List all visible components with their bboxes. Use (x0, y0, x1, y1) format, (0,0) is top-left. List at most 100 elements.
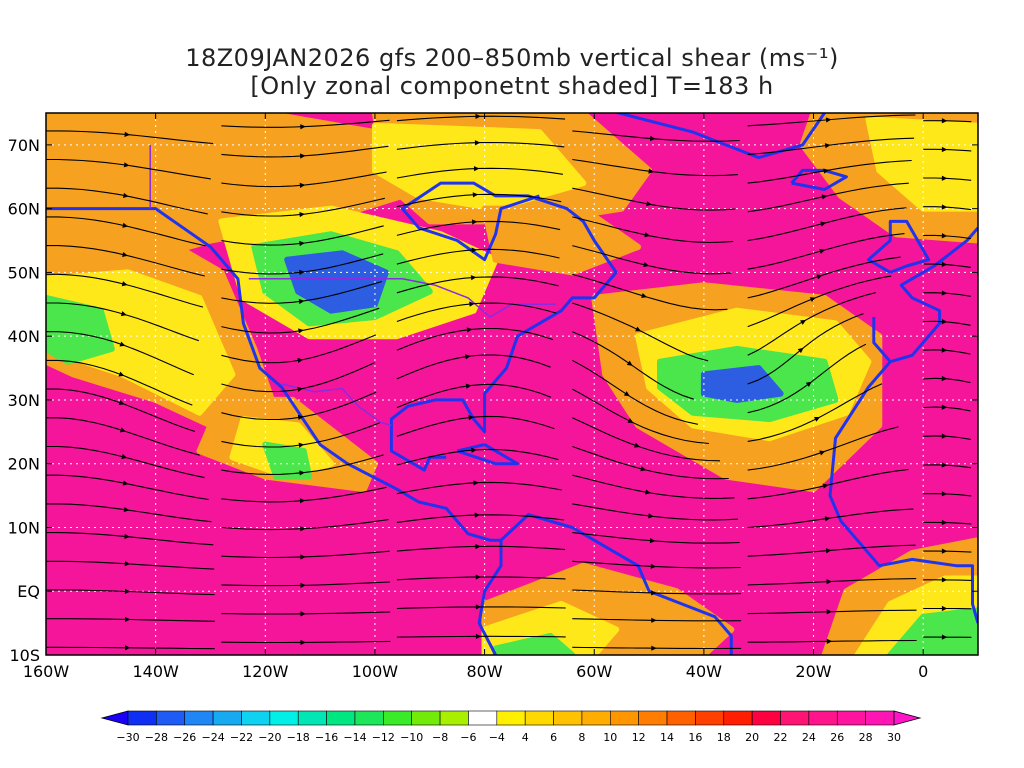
streamline-arrow (299, 470, 305, 476)
colorbar-swatch (212, 710, 242, 726)
streamline-arrow (473, 166, 480, 172)
streamline (572, 359, 699, 425)
streamline-arrow (118, 400, 125, 406)
shear-shading (46, 113, 978, 655)
us-canada-border (248, 278, 556, 318)
streamline-arrow (300, 526, 306, 532)
streamline-arrow (475, 574, 482, 580)
lat-tick-label: 40N (8, 327, 40, 346)
colorbar-label: 14 (660, 731, 674, 744)
streamline (221, 362, 375, 393)
colorbar-swatch (468, 710, 498, 726)
streamline-arrow (118, 371, 125, 377)
greenland-coast (612, 113, 826, 160)
streamline-arrow (941, 519, 948, 526)
streamline-arrow (119, 427, 126, 433)
cuba-coast (456, 443, 519, 466)
streamline-arrow (474, 512, 481, 518)
streamline-arrow (816, 274, 823, 280)
map-frame-border (45, 112, 979, 656)
streamline-arrow (826, 638, 833, 644)
streamline (747, 207, 907, 242)
streamline-arrow (941, 146, 948, 153)
colorbar-label: −4 (489, 731, 505, 744)
political-borders (149, 144, 556, 427)
lat-tick-label: 20N (8, 455, 40, 474)
streamline (747, 609, 917, 615)
streamline-arrow (941, 433, 948, 439)
streamline-arrow (123, 506, 130, 513)
streamline (221, 550, 390, 559)
streamline (572, 618, 742, 622)
streamline-arrow (297, 357, 304, 364)
streamline (221, 280, 383, 304)
streamline-arrow (300, 611, 306, 617)
streamline-arrow (474, 140, 481, 146)
streamline (747, 182, 909, 213)
colorbar-label: 30 (887, 731, 901, 744)
streamline (221, 581, 391, 587)
colorbar-label: −10 (400, 731, 423, 744)
streamline (396, 448, 559, 466)
streamline (221, 171, 387, 188)
streamline (923, 263, 971, 268)
colorbar-swatch (354, 710, 384, 726)
streamline-arrow (824, 516, 831, 522)
colorbar: −30 −28 −26 −24 −22 −20 −18 −16 −14 −12 −10 −8 −6 −4 4… (100, 710, 922, 744)
streamline (46, 474, 209, 501)
streamline-arrow (941, 347, 948, 353)
streamline-arrow (941, 548, 948, 554)
streamline (396, 545, 566, 552)
streamline-arrow (941, 233, 948, 239)
streamline (572, 474, 735, 499)
streamline-arrow (122, 480, 129, 486)
streamline-arrow (297, 414, 304, 421)
streamline-arrow (300, 153, 306, 159)
streamline (923, 579, 972, 581)
streamline (923, 464, 972, 469)
streamline-arrow (299, 498, 306, 504)
streamline-arrow (298, 298, 305, 305)
streamline-arrow (124, 616, 131, 623)
colorbar-swatch (184, 710, 214, 726)
lat-tick-label: 70N (8, 136, 40, 155)
colorbar-swatch (695, 710, 725, 726)
streamline (221, 454, 384, 475)
streamline (396, 514, 564, 523)
streamline-arrow (823, 168, 830, 174)
streamline-arrow (300, 582, 306, 588)
colorbar-swatch (269, 710, 299, 726)
streamline (396, 167, 563, 179)
streamline-arrow (124, 588, 131, 594)
colorbar-swatch (297, 710, 327, 726)
streamline (747, 313, 864, 385)
streamline (46, 445, 205, 479)
colorbar-label: −28 (145, 731, 168, 744)
streamline-arrow (123, 162, 130, 168)
streamline-arrow (299, 182, 306, 188)
colorbar-label: 8 (578, 731, 585, 744)
streamline-arrow (468, 415, 475, 421)
streamline (221, 197, 385, 217)
streamline-arrow (124, 561, 131, 567)
streamline-arrow (941, 375, 948, 382)
streamline-arrow (469, 301, 475, 307)
streamline-arrow (120, 311, 127, 317)
streamline-arrow (826, 579, 832, 585)
streamline-arrow (651, 617, 657, 623)
streamline-arrow (941, 605, 948, 612)
colorbar-label: 24 (802, 731, 816, 744)
streamline-arrow (941, 634, 948, 640)
streamline (221, 519, 389, 531)
streamline (923, 234, 972, 240)
streamline-arrow (471, 219, 478, 225)
streamline (396, 415, 555, 437)
streamline (572, 273, 728, 311)
streamline-arrow (648, 168, 655, 174)
colorbar-label: −30 (116, 731, 139, 744)
streamline-arrow (814, 416, 821, 422)
colorbar-swatch (666, 710, 696, 726)
streamline (396, 354, 551, 380)
colorbar-swatch (326, 710, 356, 726)
streamline (46, 302, 199, 342)
